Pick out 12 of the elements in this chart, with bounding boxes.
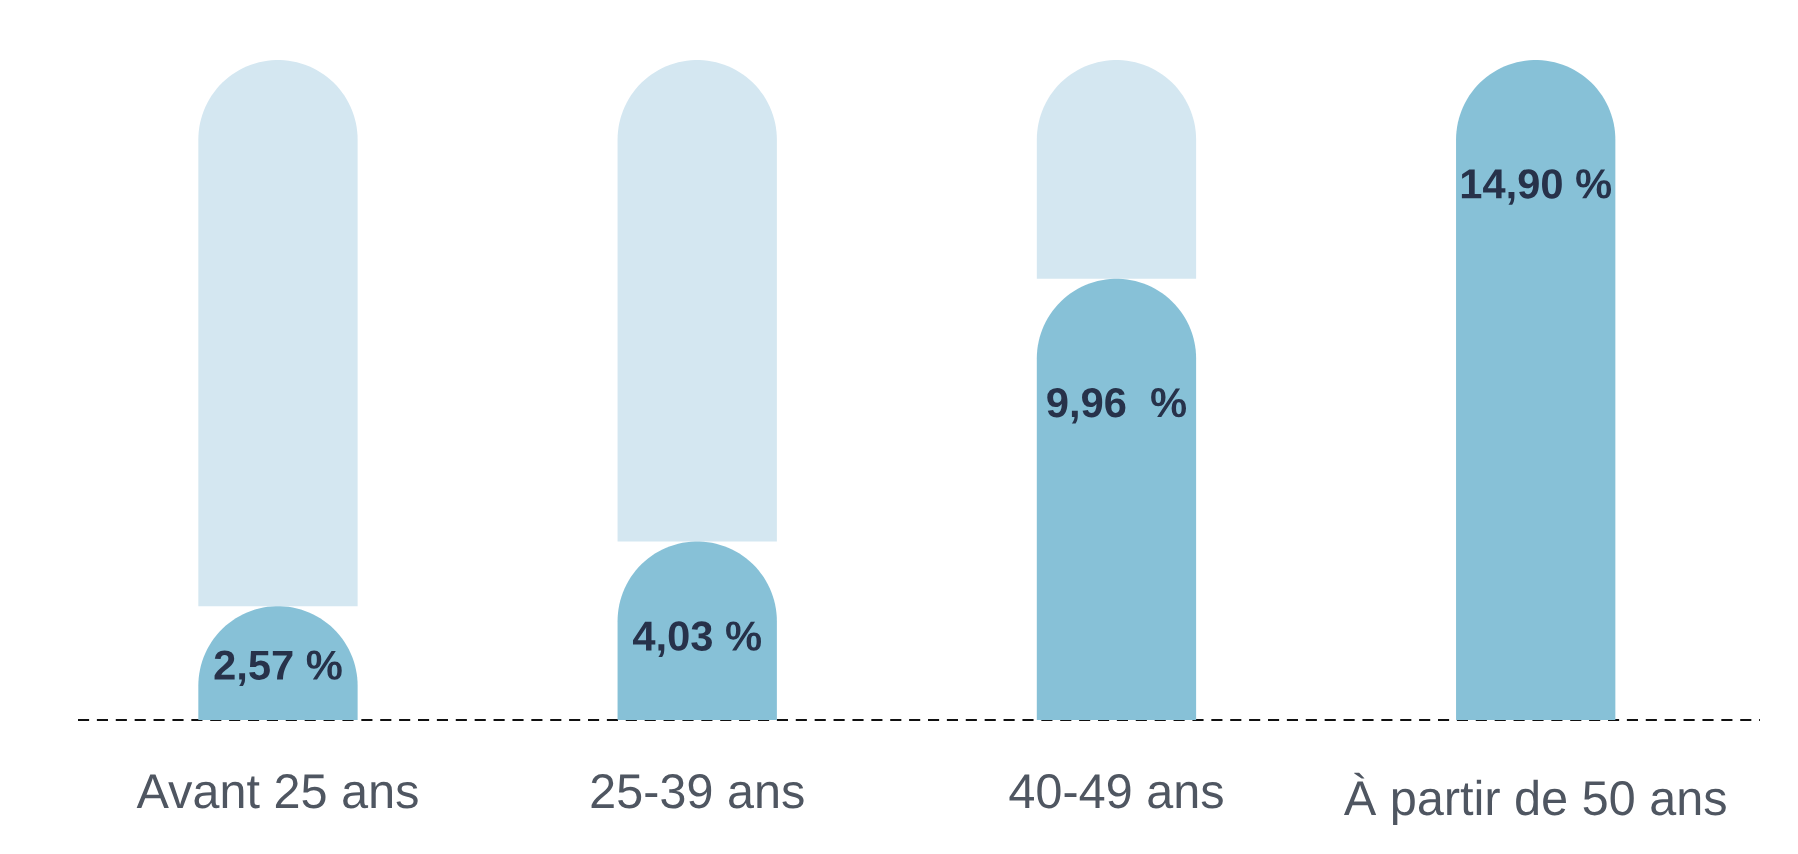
bar [1036,278,1197,720]
x-tick-label: 25-39 ans [591,774,804,809]
bar [198,60,358,607]
data-label: 2,57 % [214,650,342,686]
x-tick-label: Avant 25 ans [136,774,418,809]
data-label: 9,96 % [1047,387,1187,424]
bar [617,60,777,542]
bar [1456,60,1616,720]
x-tick-label: À partir de 50 ans [1343,772,1726,826]
data-label: 4,03 % [633,621,761,657]
data-label: 14,90 % [1461,169,1612,205]
x-tick-label: 40-49 ans [1009,774,1223,809]
